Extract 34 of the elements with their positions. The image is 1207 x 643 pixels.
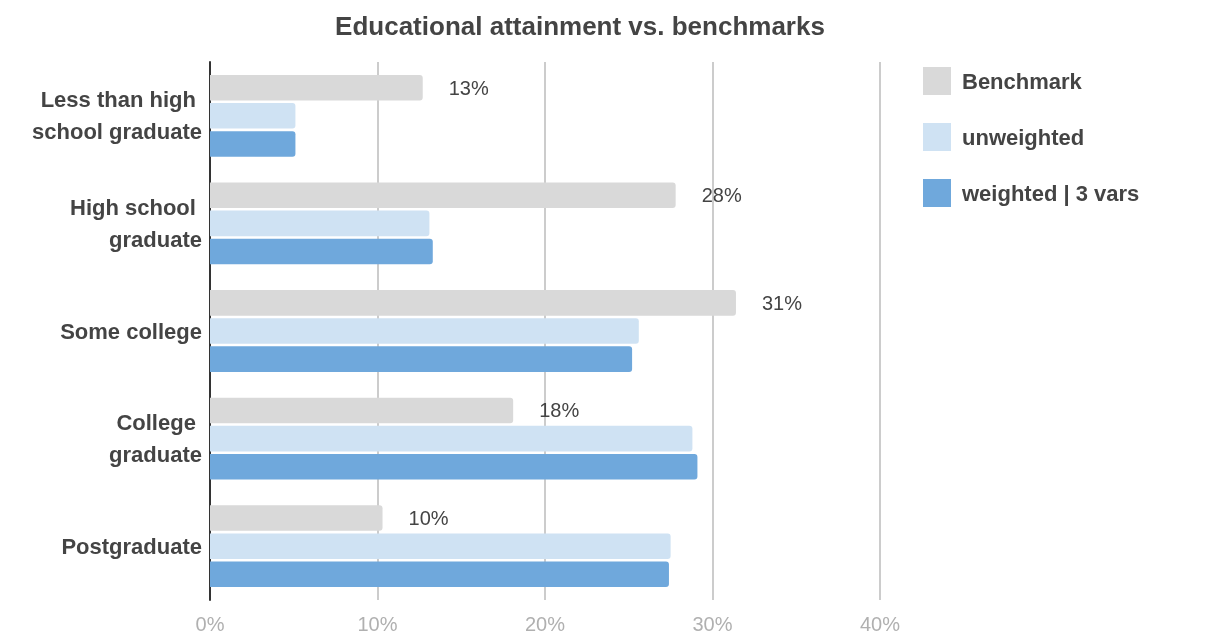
- y-tick-label: College graduate: [109, 410, 202, 468]
- y-tick-label: Postgraduate: [61, 533, 202, 559]
- x-tick-label: 40%: [859, 613, 901, 635]
- x-tick-label: 0%: [195, 613, 225, 635]
- data-label: 13%: [448, 76, 489, 99]
- y-tick-label: High school graduate: [70, 194, 202, 252]
- data-label: 28%: [701, 184, 742, 207]
- bar: [210, 210, 430, 237]
- data-label: 31%: [761, 291, 803, 314]
- y-tick-label: Less than high school graduate: [32, 87, 202, 145]
- data-label: 18%: [539, 399, 580, 422]
- bar: [210, 182, 676, 209]
- legend-label: Benchmark: [962, 68, 1083, 94]
- bar: [210, 561, 669, 588]
- y-tick-label: Some college: [60, 318, 202, 344]
- bar: [210, 505, 383, 531]
- bar: [210, 346, 633, 372]
- x-tick-label: 20%: [524, 613, 566, 635]
- bar: [210, 318, 639, 344]
- data-label: 10%: [408, 507, 449, 530]
- bar: [210, 238, 433, 265]
- bar: [210, 453, 698, 480]
- bar: [210, 131, 296, 157]
- bar: [210, 533, 671, 559]
- bar: [210, 290, 736, 316]
- bar: [210, 74, 423, 101]
- bar: [210, 397, 514, 424]
- bar: [210, 425, 693, 452]
- chart-title: Educational attainment vs. benchmarks: [335, 11, 825, 41]
- legend-label: weighted | 3 vars: [961, 180, 1140, 206]
- x-tick-label: 30%: [692, 613, 733, 635]
- x-tick-label: 10%: [357, 613, 398, 635]
- legend-label: unweighted: [962, 124, 1085, 150]
- bar: [210, 103, 296, 129]
